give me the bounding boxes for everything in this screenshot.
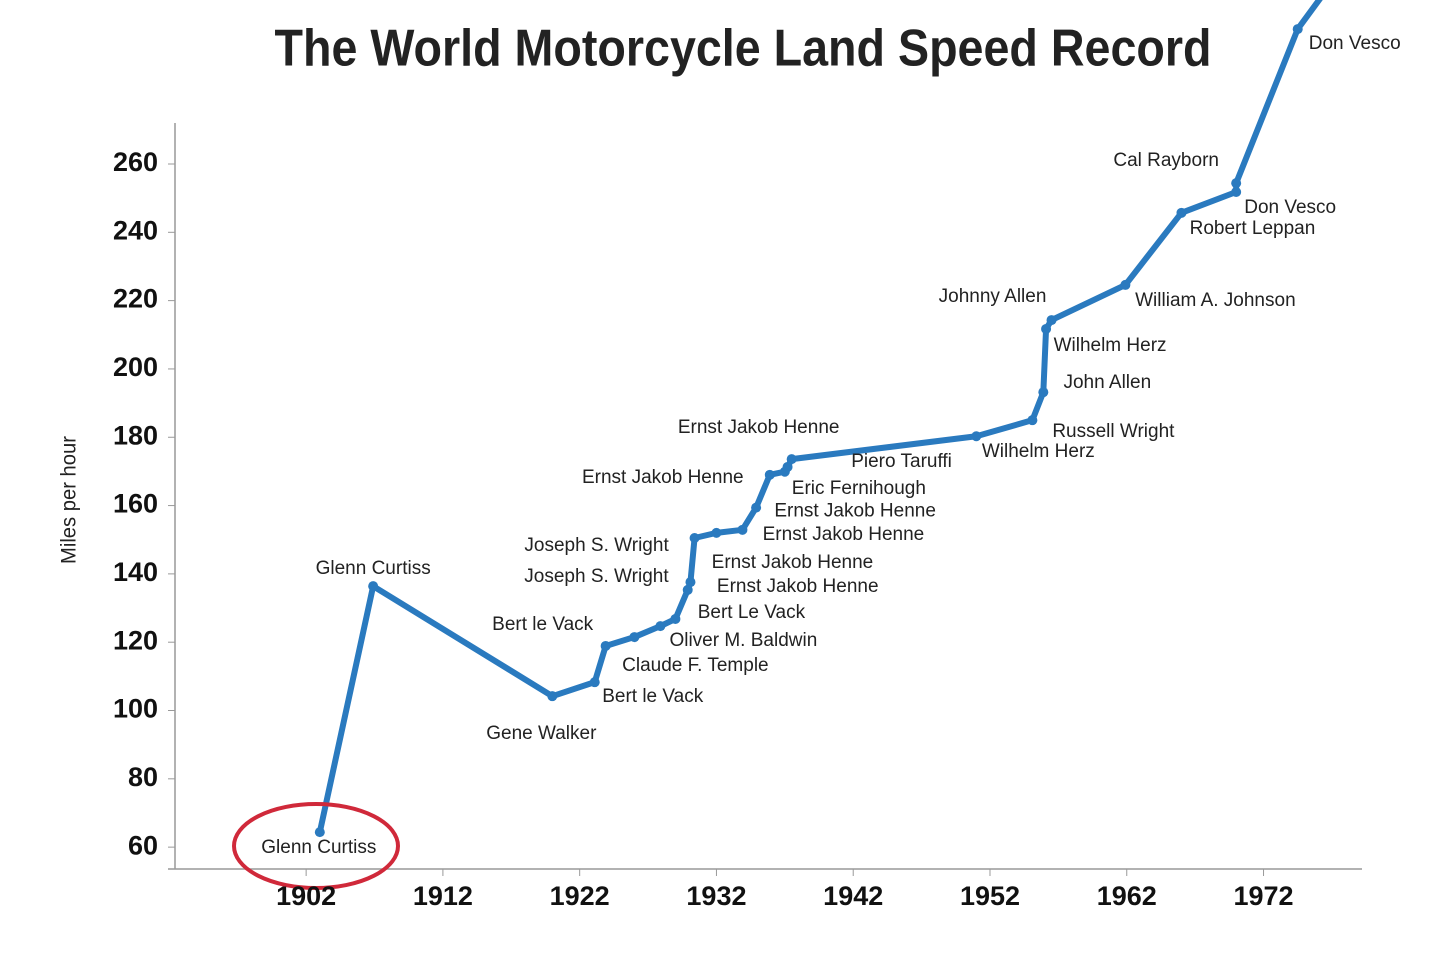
data-point — [737, 524, 748, 535]
data-point — [629, 632, 640, 643]
data-point — [1027, 415, 1038, 426]
point-label: John Allen — [1063, 372, 1151, 393]
data-point — [689, 533, 700, 544]
data-point — [670, 613, 681, 624]
x-tick-label: 1922 — [550, 881, 610, 911]
y-tick-label: 260 — [113, 147, 158, 177]
data-point — [314, 827, 325, 838]
chart-title: The World Motorcycle Land Speed Record — [275, 20, 1212, 78]
data-point — [1120, 279, 1131, 290]
data-point — [655, 621, 666, 632]
data-point — [1231, 186, 1242, 197]
point-label: William A. Johnson — [1135, 290, 1296, 311]
y-tick-label: 200 — [113, 352, 158, 382]
data-point — [1176, 207, 1187, 218]
y-tick-label: 220 — [113, 284, 158, 314]
y-tick-label: 100 — [113, 694, 158, 724]
highlight-circle — [232, 802, 400, 890]
point-label: Ernst Jakob Henne — [774, 501, 936, 522]
data-line — [316, 0, 1323, 833]
data-point — [971, 431, 982, 442]
point-label: Piero Taruffi — [851, 451, 952, 472]
point-label: Glenn Curtiss — [316, 558, 431, 579]
y-tick-label: 120 — [113, 625, 158, 655]
data-point — [782, 461, 793, 472]
data-point — [764, 469, 775, 480]
data-point — [751, 502, 762, 513]
x-tick-label: 1952 — [960, 881, 1020, 911]
data-point — [1046, 315, 1057, 326]
point-label: Johnny Allen — [939, 286, 1047, 307]
point-label: Gene Walker — [486, 723, 597, 744]
point-label: Robert Leppan — [1190, 218, 1316, 239]
y-tick-label: 240 — [113, 215, 158, 245]
y-tick-label: 60 — [128, 830, 158, 860]
point-label: Wilhelm Herz — [1054, 335, 1167, 356]
data-point — [589, 677, 600, 688]
data-point — [547, 691, 558, 702]
point-label: Ernst Jakob Henne — [717, 576, 879, 597]
data-point — [711, 527, 722, 538]
y-tick-label: 160 — [113, 489, 158, 519]
x-tick-label: 1932 — [686, 881, 746, 911]
point-label: Joseph S. Wright — [524, 535, 669, 556]
x-tick-label: 1972 — [1233, 881, 1293, 911]
data-point — [1041, 323, 1052, 334]
y-tick-label: 180 — [113, 420, 158, 450]
point-label: Wilhelm Herz — [982, 441, 1095, 462]
data-point — [1038, 387, 1049, 398]
point-label: Ernst Jakob Henne — [763, 524, 925, 545]
data-point — [368, 581, 379, 592]
point-label: Glenn Curtiss — [261, 837, 376, 858]
point-label: Oliver M. Baldwin — [669, 630, 817, 651]
point-label: Russell Wright — [1052, 421, 1175, 442]
y-tick-label: 80 — [128, 762, 158, 792]
point-label: Ernst Jakob Henne — [582, 467, 744, 488]
x-tick-label: 1962 — [1097, 881, 1157, 911]
point-label: Bert le Vack — [602, 686, 704, 707]
y-tick-label: 140 — [113, 557, 158, 587]
data-point — [600, 640, 611, 651]
point-label: Cal Rayborn — [1113, 150, 1219, 171]
data-point — [685, 577, 696, 588]
point-label: Eric Fernihough — [792, 478, 926, 499]
data-point — [786, 454, 797, 465]
x-tick-label: 1942 — [823, 881, 883, 911]
point-label: Don Vesco — [1309, 33, 1401, 54]
point-label: Ernst Jakob Henne — [678, 417, 840, 438]
point-label: Claude F. Temple — [622, 655, 768, 676]
data-point — [1231, 178, 1242, 189]
data-point — [1292, 24, 1303, 35]
y-axis-label: Miles per hour — [58, 436, 81, 564]
point-label: Bert le Vack — [492, 614, 594, 635]
x-tick-label: 1902 — [276, 881, 336, 911]
data-point — [682, 584, 693, 595]
x-tick-label: 1912 — [413, 881, 473, 911]
point-label: Bert Le Vack — [698, 602, 806, 623]
point-label: Joseph S. Wright — [524, 566, 669, 587]
point-label: Ernst Jakob Henne — [712, 552, 874, 573]
point-label: Don Vesco — [1244, 197, 1336, 218]
